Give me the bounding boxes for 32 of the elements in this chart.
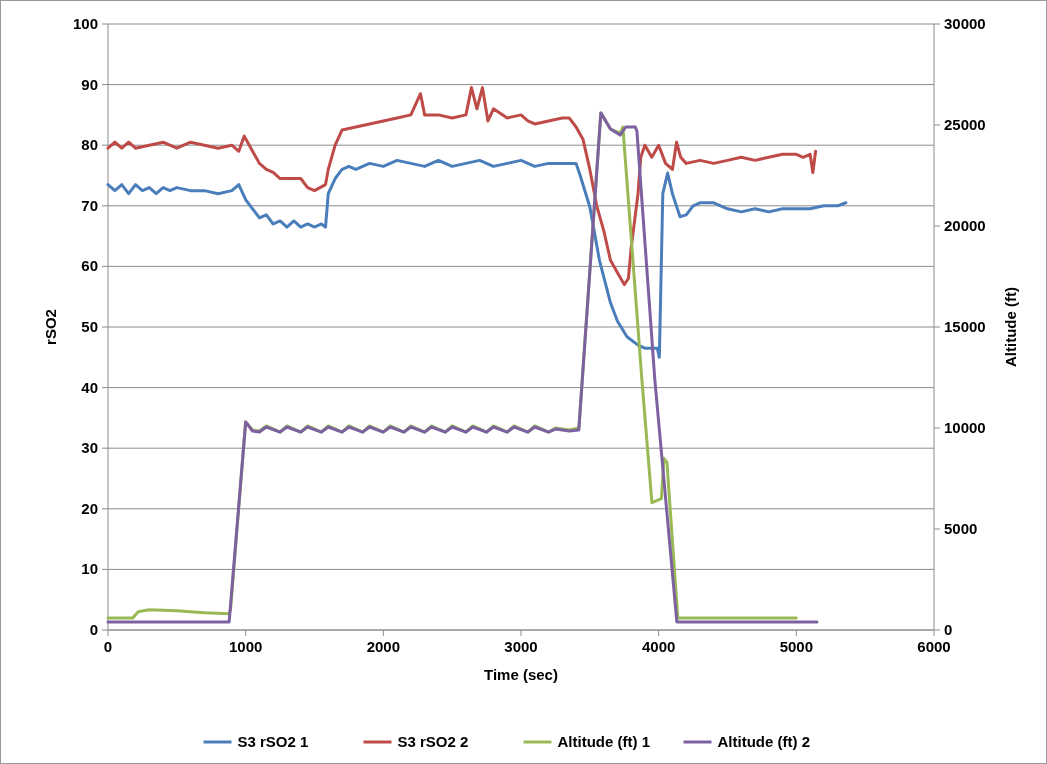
y-tick-label: 10 — [81, 560, 98, 578]
y2-tick-label: 15000 — [944, 318, 986, 335]
y-tick-label: 90 — [81, 75, 98, 93]
y-tick-label: 30 — [81, 439, 98, 457]
x-tick-label: 0 — [103, 638, 113, 655]
x-tick-label: 3000 — [504, 638, 538, 655]
legend-label: S3 rSO2 2 — [397, 733, 469, 750]
legend-label: Altitude (ft) 2 — [717, 733, 810, 750]
legend-label: S3 rSO2 1 — [237, 733, 309, 750]
y2-tick-label: 0 — [944, 621, 953, 638]
x-tick-label: 5000 — [779, 638, 814, 655]
x-tick-label: 6000 — [917, 638, 951, 655]
x-axis-title: Time (sec) — [484, 666, 558, 683]
y2-tick-label: 25000 — [944, 116, 986, 133]
y-tick-label: 50 — [81, 318, 98, 335]
y2-tick-label: 20000 — [944, 217, 986, 234]
y2-tick-label: 5000 — [944, 520, 978, 537]
x-tick-label: 4000 — [641, 638, 676, 655]
x-tick-label: 2000 — [366, 638, 401, 655]
y-tick-label: 0 — [89, 621, 98, 638]
y2-axis-title: Altitude (ft) — [1002, 287, 1019, 367]
y2-tick-label: 10000 — [944, 419, 986, 436]
y-tick-label: 60 — [81, 257, 98, 275]
y-tick-label: 70 — [81, 196, 98, 214]
y-tick-label: 100 — [72, 15, 98, 32]
y-tick-label: 20 — [81, 499, 98, 517]
legend-label: Altitude (ft) 1 — [557, 733, 650, 750]
y-tick-label: 40 — [81, 378, 98, 396]
y-axis-title: rSO2 — [42, 309, 59, 345]
x-tick-label: 1000 — [228, 638, 263, 655]
y2-tick-label: 30000 — [944, 15, 986, 32]
y-tick-label: 80 — [81, 136, 98, 154]
